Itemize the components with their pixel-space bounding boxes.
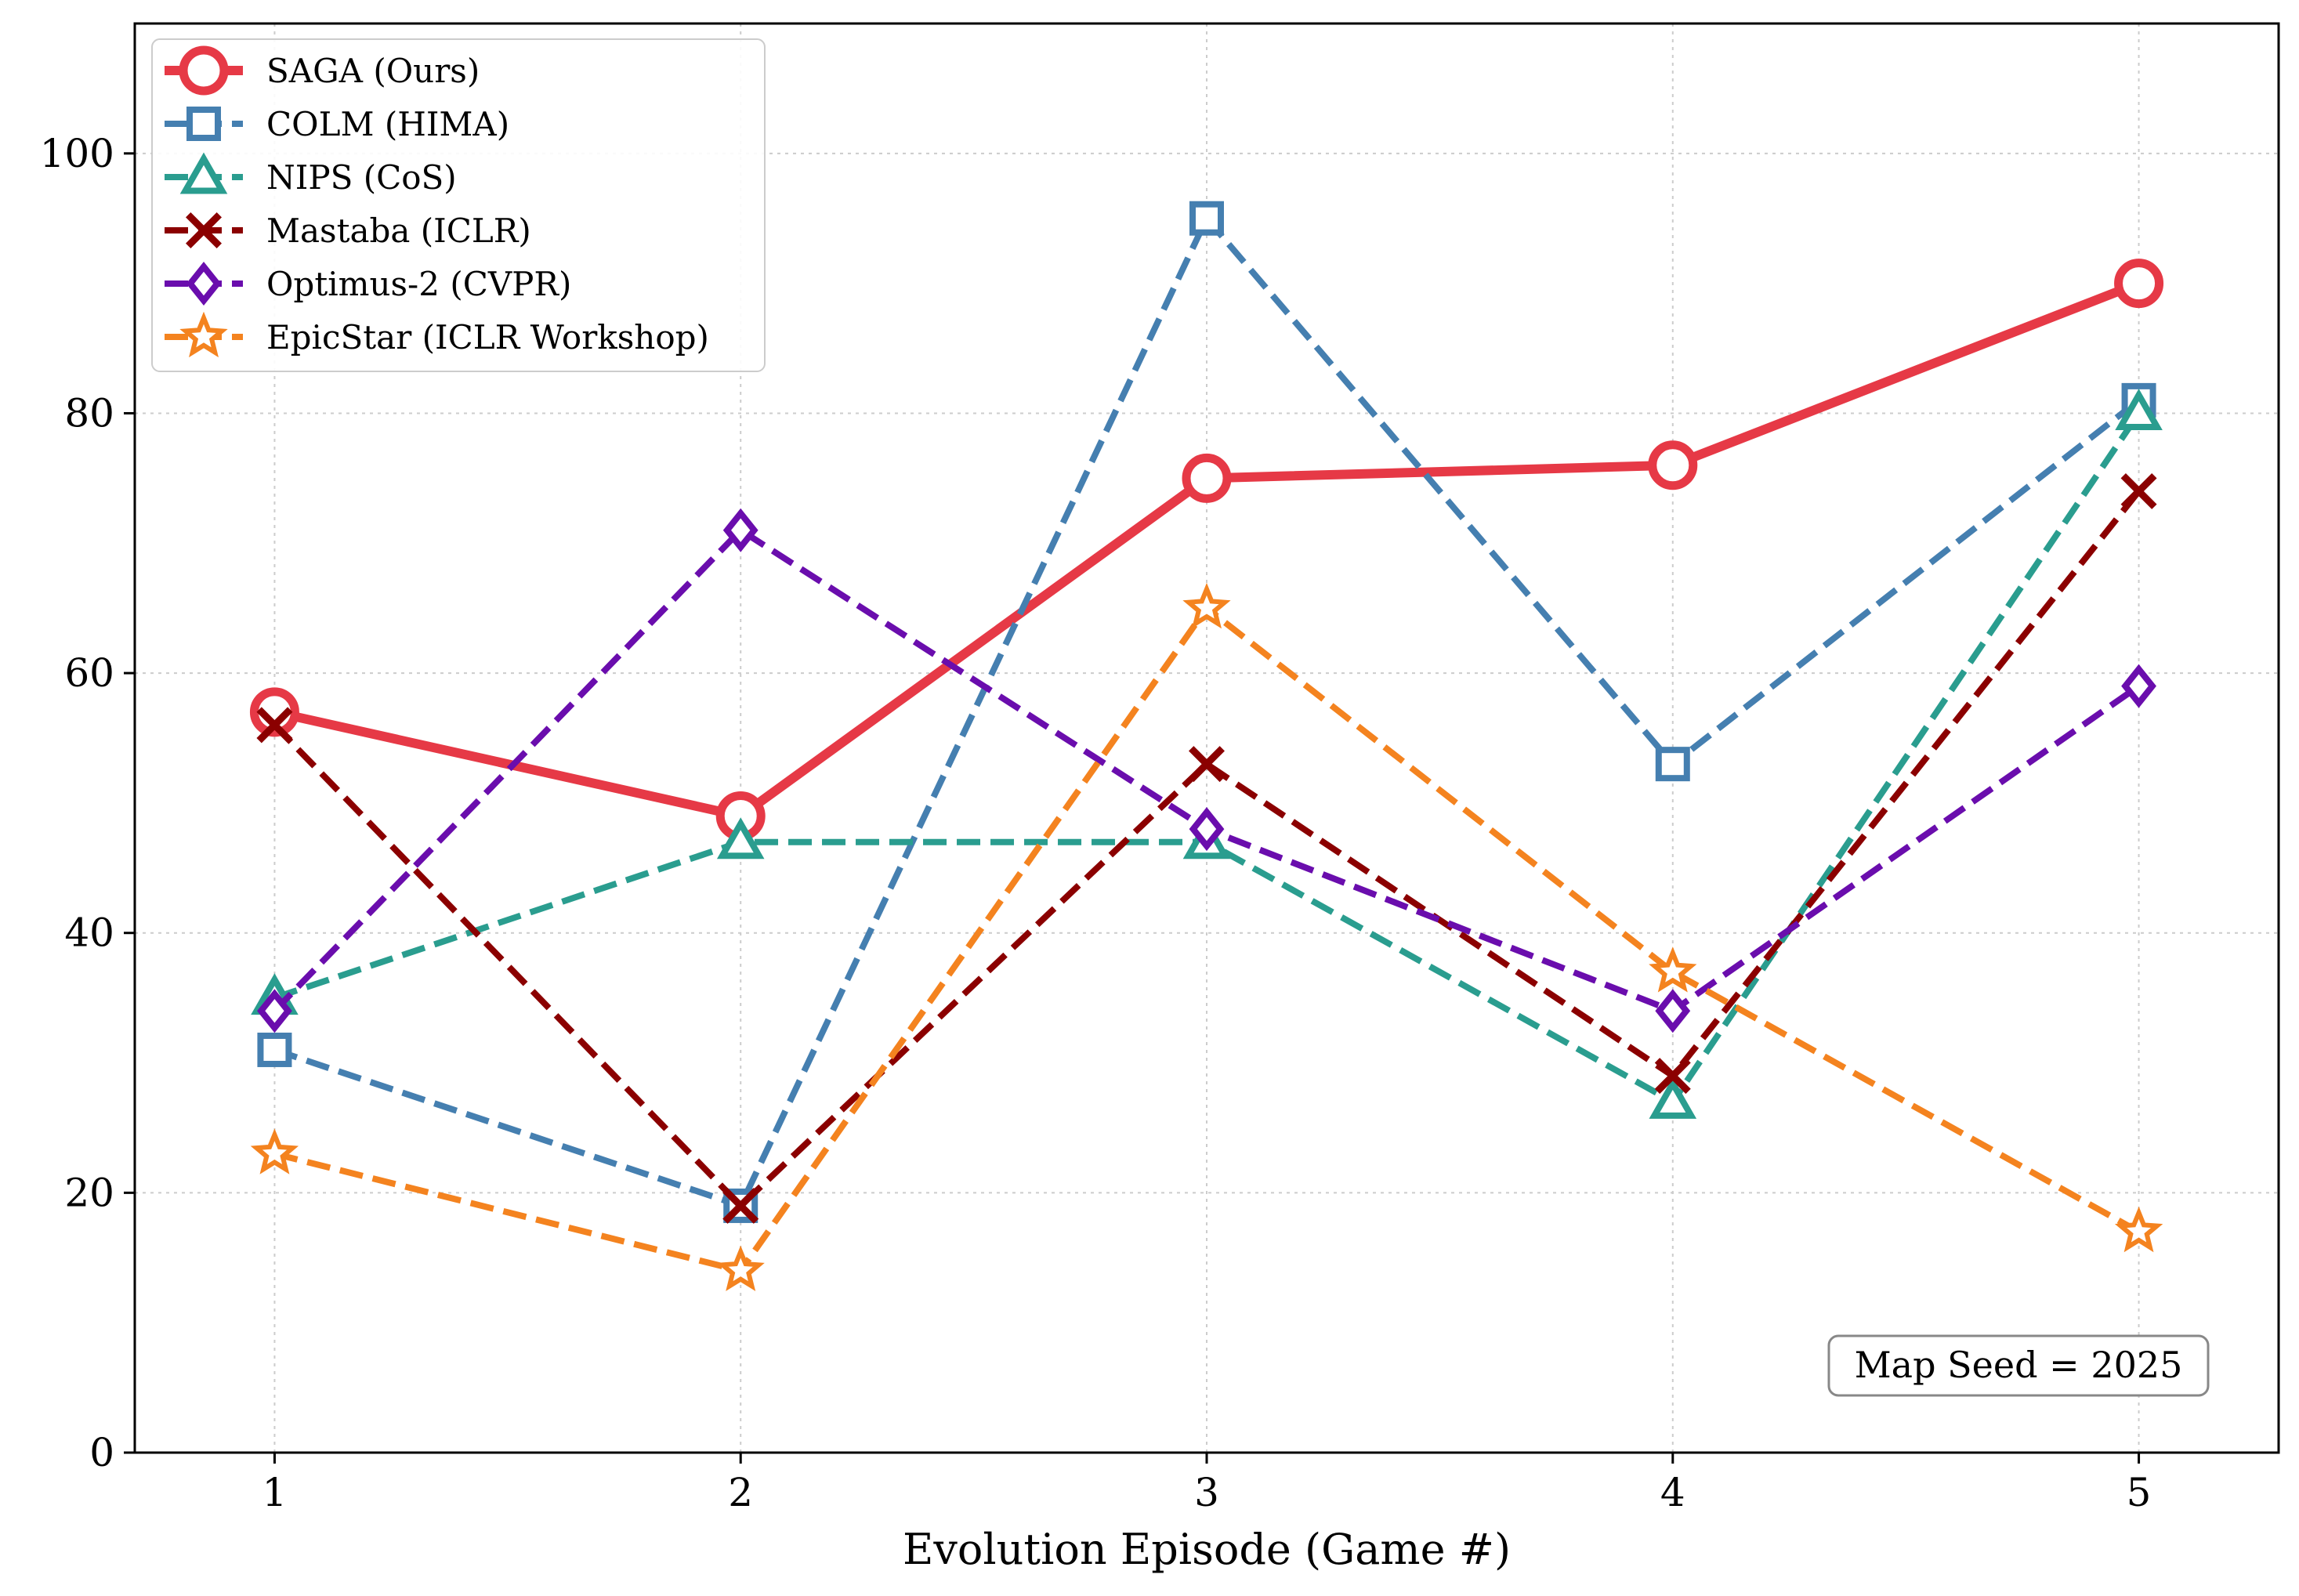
data-point: [1182, 453, 1232, 503]
series-1: [249, 259, 2164, 841]
legend-marker: [179, 152, 228, 194]
legend-label: Optimus-2 (CVPR): [266, 265, 571, 303]
legend-label: EpicStar (ICLR Workshop): [266, 318, 709, 356]
series-6: [250, 582, 2163, 1291]
data-point: [1649, 946, 1697, 993]
data-point: [2115, 388, 2163, 431]
data-point: [1655, 747, 1690, 782]
legend-label: Mastaba (ICLR): [266, 212, 531, 250]
legend-marker: [186, 261, 222, 306]
data-point: [250, 1128, 299, 1174]
data-point: [1189, 746, 1225, 783]
data-point: [1648, 440, 1698, 490]
series-line: [273, 215, 2142, 1209]
y-axis: 0 20 40 60 80 100: [40, 131, 135, 1475]
legend-entry: Mastaba (ICLR): [165, 212, 531, 250]
legend-entry: Optimus-2 (CVPR): [165, 261, 571, 306]
grid-lines: [135, 24, 2279, 1453]
series-5: [257, 508, 2156, 1033]
y-tick-label: 20: [64, 1170, 114, 1215]
x-axis: 1 2 3 4 5: [262, 1453, 2152, 1515]
series-group: [249, 201, 2164, 1291]
data-point: [1189, 807, 1225, 852]
legend-entry: SAGA (Ours): [165, 45, 480, 96]
data-point: [2120, 472, 2157, 509]
data-point: [2114, 259, 2164, 309]
x-tick-label: 2: [728, 1470, 753, 1515]
legend-marker: [186, 107, 221, 141]
legend-marker: [179, 311, 228, 358]
data-point: [257, 1032, 292, 1067]
y-tick-label: 60: [64, 650, 114, 696]
data-point: [1189, 201, 1224, 236]
data-point: [256, 707, 293, 744]
y-tick-label: 40: [64, 910, 114, 956]
legend-marker: [179, 45, 229, 96]
legend-label: SAGA (Ours): [266, 52, 480, 90]
series-line: [272, 489, 2142, 1209]
data-point: [1655, 989, 1691, 1033]
legend-entry: NIPS (CoS): [165, 152, 457, 197]
x-tick-label: 3: [1194, 1470, 1219, 1515]
legend: SAGA (Ours) COLM (HIMA) NIPS (CoS) Mastaba …: [151, 38, 766, 372]
annotation-frame: [1827, 1334, 2210, 1397]
legend-marker: [186, 212, 222, 248]
series-4: [256, 472, 2157, 1224]
annotation-box: Map Seed = 2025: [1827, 1334, 2210, 1397]
legend-box: [151, 38, 766, 372]
y-tick-label: 0: [89, 1430, 114, 1475]
legend-entry: EpicStar (ICLR Workshop): [165, 311, 709, 358]
x-tick-label: 5: [2127, 1470, 2152, 1515]
data-point: [722, 1187, 759, 1224]
data-point: [716, 817, 765, 860]
x-tick-label: 4: [1660, 1470, 1685, 1515]
data-point: [722, 508, 758, 552]
legend-label: COLM (HIMA): [266, 105, 509, 143]
data-point: [1654, 1058, 1691, 1095]
data-point: [2121, 664, 2156, 708]
data-point: [1649, 1077, 1697, 1119]
y-tick-label: 80: [64, 390, 114, 436]
annotation-text: Map Seed = 2025: [1855, 1344, 2183, 1386]
legend-label: NIPS (CoS): [266, 158, 457, 197]
data-point: [1182, 582, 1231, 629]
data-point: [2114, 1206, 2163, 1253]
data-point: [716, 1245, 765, 1291]
x-tick-label: 1: [262, 1470, 288, 1515]
y-tick-label: 100: [40, 131, 114, 176]
legend-entry: COLM (HIMA): [165, 105, 509, 143]
x-axis-title: Evolution Episode (Game #): [903, 1525, 1511, 1574]
data-point: [249, 687, 299, 737]
data-point: [257, 989, 292, 1033]
